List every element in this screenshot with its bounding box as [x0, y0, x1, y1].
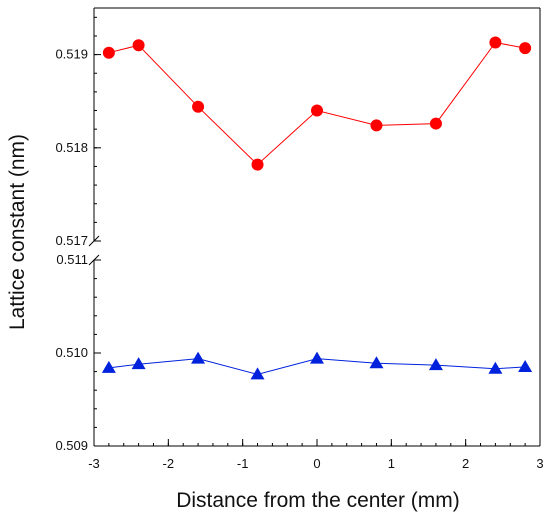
data-point-triangle: [131, 357, 146, 370]
axis-ticks: 0.517 0.518 0.519 0.509 0.510 0.511 -3 -2 -1 0 1 2 3: [55, 16, 544, 471]
x-tick-label: -2: [163, 456, 175, 471]
x-tick-label: 0: [313, 456, 320, 471]
data-point-circle: [102, 46, 115, 59]
y-tick-label: 0.519: [55, 47, 88, 62]
data-point-circle: [519, 42, 532, 55]
data-point-triangle: [428, 358, 443, 371]
data-point-circle: [489, 36, 502, 49]
data-point-triangle: [488, 361, 503, 374]
x-tick-label: -1: [237, 456, 249, 471]
data-point-triangle: [369, 356, 384, 369]
data-point-triangle: [250, 367, 265, 380]
data-point-triangle: [191, 351, 206, 364]
y-tick-label: 0.509: [55, 438, 88, 453]
data-point-triangle: [101, 360, 116, 373]
data-point-circle: [251, 158, 264, 171]
data-point-circle: [132, 39, 145, 52]
y-tick-label: 0.517: [55, 233, 88, 248]
data-point-circle: [429, 117, 442, 130]
y-tick-label: 0.510: [55, 345, 88, 360]
x-tick-label: -3: [88, 456, 100, 471]
y-tick-label: 0.511: [56, 252, 88, 267]
data-series: [101, 36, 533, 380]
data-point-triangle: [518, 359, 533, 372]
x-axis-title: Distance from the center (mm): [176, 489, 460, 512]
data-point-circle: [311, 104, 323, 117]
x-tick-label: 2: [462, 456, 469, 471]
series-line-upper: [108, 41, 526, 166]
data-point-triangle: [310, 351, 324, 364]
x-tick-label: 3: [536, 456, 543, 471]
data-point-circle: [370, 119, 383, 132]
y-axis-title: Lattice constant (nm): [6, 134, 29, 330]
data-point-circle: [192, 100, 205, 113]
x-tick-label: 1: [388, 456, 395, 471]
y-tick-label: 0.518: [55, 140, 88, 155]
